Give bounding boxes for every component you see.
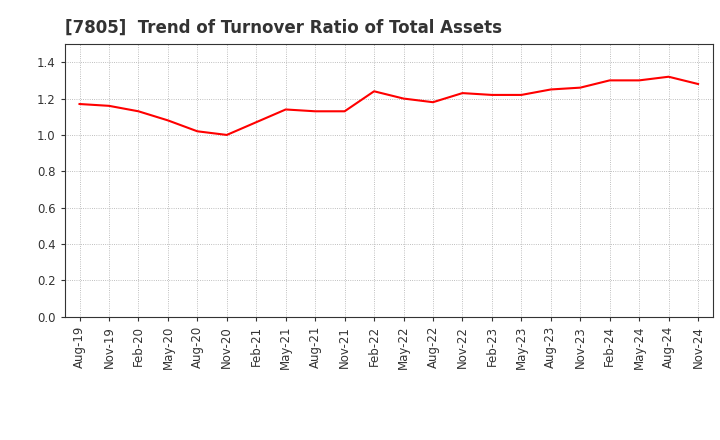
Text: [7805]  Trend of Turnover Ratio of Total Assets: [7805] Trend of Turnover Ratio of Total … bbox=[65, 19, 502, 37]
